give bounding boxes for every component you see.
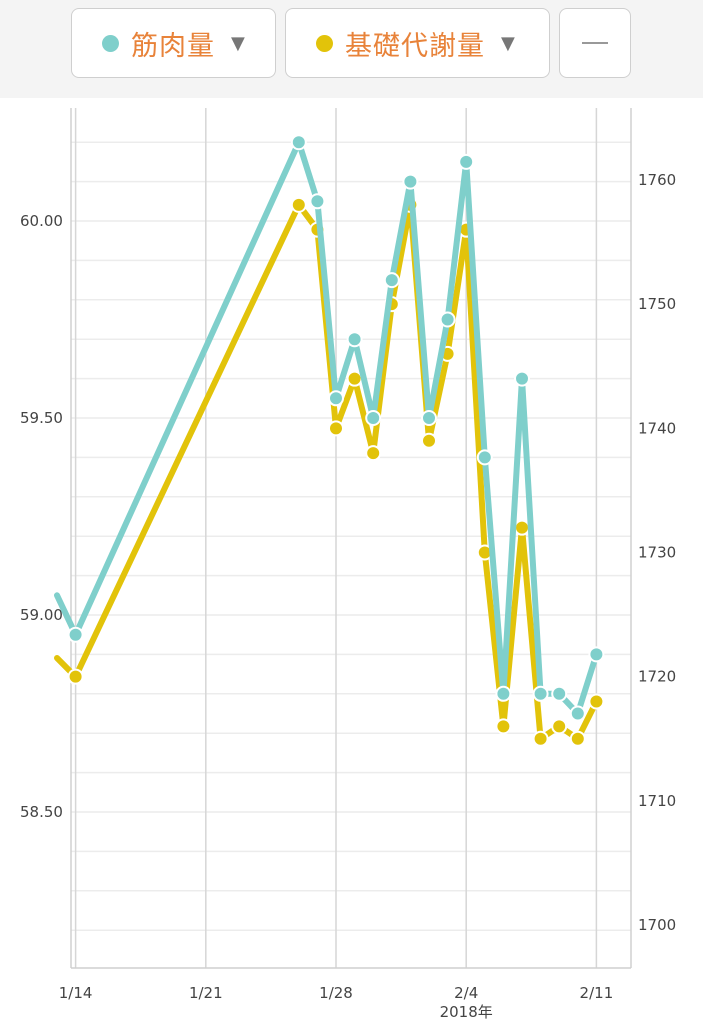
x-tick-label: 1/28 (319, 984, 353, 1002)
data-point-0 (495, 685, 512, 702)
chevron-down-icon: ▼ (501, 32, 515, 54)
x-tick-label: 1/21 (189, 984, 223, 1002)
data-point-1 (328, 420, 344, 437)
data-point-0 (290, 134, 307, 151)
data-point-0 (383, 272, 400, 289)
y-left-tick-label: 58.50 (20, 803, 63, 821)
muscle-mass-selector[interactable]: 筋肉量 ▼ (71, 8, 276, 78)
y-right-tick-label: 1730 (638, 544, 676, 562)
data-point-0 (421, 410, 437, 426)
x-tick-label: 2/11 (580, 984, 614, 1002)
y-left-tick-label: 60.00 (20, 212, 63, 230)
data-point-0 (569, 705, 586, 722)
x-axis-year-label: 2018年 (440, 1003, 493, 1021)
data-point-1 (551, 718, 568, 735)
data-point-0 (551, 685, 568, 702)
basal-metabolism-color-dot (316, 34, 333, 52)
muscle-mass-label: 筋肉量 (131, 30, 215, 62)
y-right-tick-label: 1700 (638, 916, 676, 934)
data-point-0 (514, 370, 530, 387)
data-point-1 (514, 519, 530, 536)
muscle-mass-color-dot (102, 34, 119, 52)
y-right-tick-label: 1760 (638, 171, 676, 189)
data-point-1 (290, 196, 307, 213)
data-point-1 (421, 432, 437, 449)
data-point-0 (328, 390, 344, 407)
series-selector-bar: 筋肉量 ▼ 基礎代謝量 ▼ (0, 0, 703, 99)
chevron-down-icon: ▼ (231, 32, 245, 54)
x-tick-label: 1/14 (59, 984, 93, 1002)
x-tick-label: 2/4 (454, 984, 478, 1002)
data-point-0 (309, 193, 326, 210)
data-point-0 (346, 331, 363, 348)
dash-icon (582, 42, 608, 44)
third-series-selector[interactable] (559, 8, 631, 78)
basal-metabolism-selector[interactable]: 基礎代謝量 ▼ (285, 8, 550, 78)
data-point-0 (365, 410, 382, 426)
data-point-0 (532, 685, 549, 702)
y-right-tick-label: 1740 (638, 419, 676, 437)
y-left-tick-label: 59.50 (20, 409, 63, 427)
data-point-0 (588, 646, 605, 663)
data-point-1 (588, 693, 605, 710)
y-right-tick-label: 1720 (638, 668, 676, 686)
y-left-tick-label: 59.00 (20, 606, 63, 624)
data-point-0 (402, 173, 419, 190)
data-point-1 (569, 730, 586, 747)
line-chart: 58.50 59.00 59.50 60.00 1700 1710 1720 1730 1740… (0, 98, 703, 1024)
data-point-1 (346, 370, 363, 387)
data-point-0 (67, 626, 84, 643)
data-point-1 (67, 668, 84, 685)
data-point-0 (476, 449, 493, 466)
basal-metabolism-label: 基礎代謝量 (345, 30, 485, 62)
y-right-tick-label: 1710 (638, 792, 676, 810)
plot-background (0, 98, 703, 1024)
data-point-0 (458, 153, 475, 170)
y-right-tick-label: 1750 (638, 295, 676, 313)
data-point-1 (495, 718, 512, 735)
chart-area: 58.50 59.00 59.50 60.00 1700 1710 1720 1730 1740… (0, 98, 703, 1024)
data-point-1 (365, 445, 382, 462)
data-point-1 (532, 730, 549, 747)
data-point-0 (439, 311, 456, 328)
